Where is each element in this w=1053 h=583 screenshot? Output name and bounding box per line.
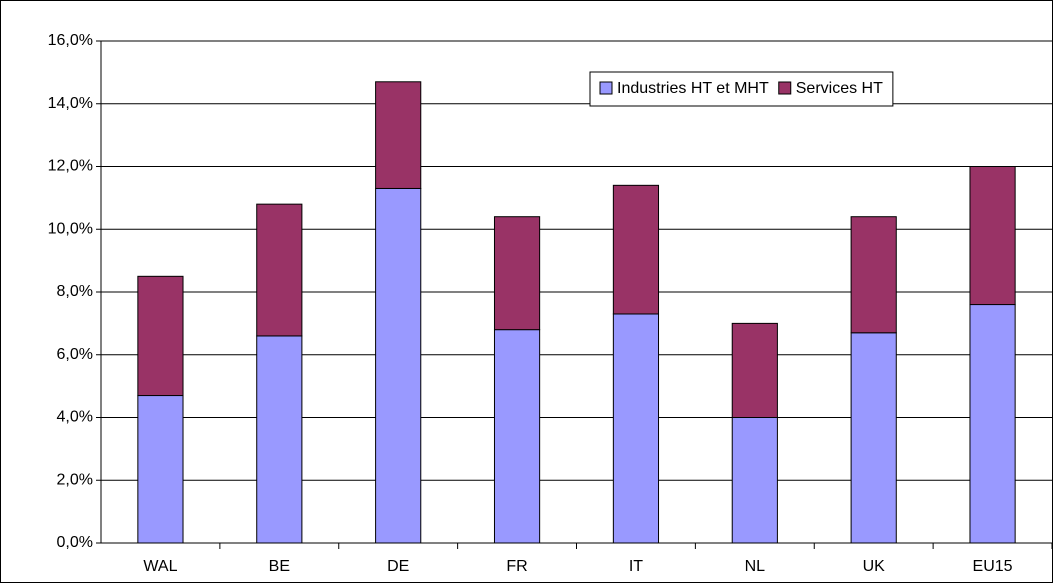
bar-segment (731, 417, 778, 544)
legend: Industries HT et MHT Services HT (589, 71, 894, 107)
bar-segment (137, 275, 184, 397)
x-tick-label: IT (629, 558, 643, 575)
x-tick-label: FR (506, 558, 527, 575)
bar-segment (850, 216, 897, 334)
bar-segment (375, 187, 422, 544)
bar-segment (969, 304, 1016, 544)
x-tick-label: DE (387, 558, 409, 575)
legend-label: Industries HT et MHT (617, 80, 769, 97)
y-tick-label: 4,0% (57, 409, 93, 426)
y-tick-label: 6,0% (57, 346, 93, 363)
bar-segment (256, 203, 303, 337)
bar-segment (375, 81, 422, 189)
y-tick-label: 14,0% (48, 95, 93, 112)
legend-label: Services HT (796, 80, 883, 97)
legend-swatch (599, 81, 613, 95)
y-tick-label: 8,0% (57, 283, 93, 300)
y-tick-label: 2,0% (57, 471, 93, 488)
bar-segment (493, 216, 541, 331)
bar-segment (612, 184, 660, 315)
bar-segment (256, 335, 303, 544)
bar-segment (731, 322, 778, 418)
bar-segment (493, 329, 541, 544)
x-tick-label: WAL (143, 558, 177, 575)
x-tick-label: BE (269, 558, 290, 575)
y-tick-label: 0,0% (57, 534, 93, 551)
x-tick-label: EU15 (973, 558, 1013, 575)
bar-segment (137, 395, 184, 544)
bar-segment (612, 313, 660, 544)
y-tick-label: 16,0% (48, 32, 93, 49)
x-tick-label: UK (863, 558, 886, 575)
y-tick-label: 12,0% (48, 158, 93, 175)
bar-segment (969, 166, 1016, 306)
bar-segment (850, 332, 897, 544)
y-tick-label: 10,0% (48, 220, 93, 237)
legend-box (589, 71, 894, 107)
legend-swatch (778, 81, 792, 95)
x-tick-label: NL (745, 558, 766, 575)
